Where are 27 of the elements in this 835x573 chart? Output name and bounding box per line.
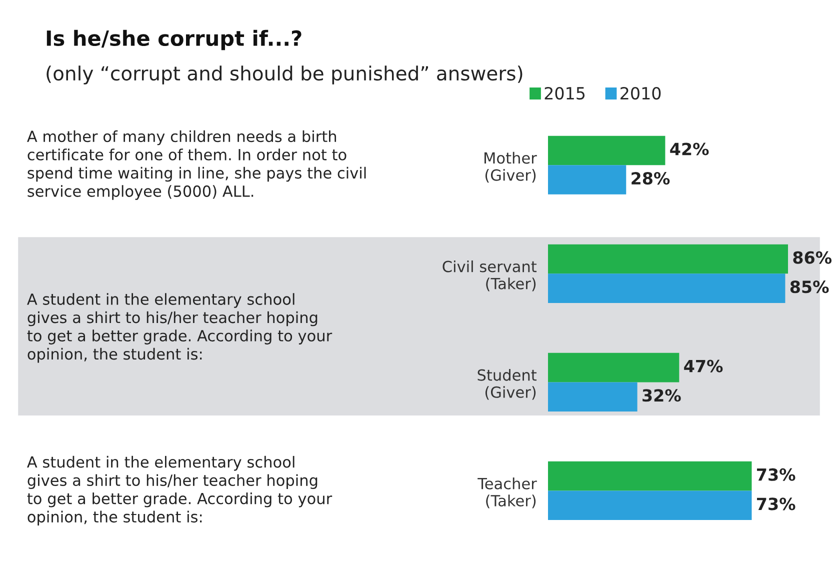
y-tick-label: Civil servant (Taker) bbox=[442, 260, 537, 292]
y-tick-label: Mother (Giver) bbox=[484, 152, 537, 183]
bar bbox=[548, 490, 752, 520]
data-label: 86% bbox=[793, 251, 832, 264]
legend-label: 2010 bbox=[620, 86, 661, 100]
bar bbox=[548, 136, 666, 166]
bar bbox=[548, 461, 752, 491]
text: A student in the elementary school gives a shirt to his/her teacher hoping to get a better grade. According to your opinion, the student is: bbox=[27, 293, 332, 363]
legend-label: 2015 bbox=[544, 86, 585, 100]
text: A student in the elementary school gives a shirt to his/her teacher hoping to get a better grade. According to your opinion, the student is: bbox=[27, 456, 332, 526]
text: A mother of many children needs a birth certificate for one of them. In order not to spend time waiting in line, she pays the civil service employee (5000) ALL. bbox=[27, 130, 366, 200]
data-label: 32% bbox=[642, 389, 681, 402]
bar bbox=[548, 165, 626, 194]
text: Is he/she corrupt if...? bbox=[46, 30, 302, 50]
bar bbox=[548, 244, 788, 274]
y-tick-label: Teacher (Taker) bbox=[478, 478, 537, 508]
data-label: 47% bbox=[684, 360, 723, 372]
data-label: 85% bbox=[790, 280, 829, 294]
text: (only “corrupt and should be punished” answers) bbox=[46, 66, 522, 84]
data-label: 73% bbox=[757, 468, 796, 481]
bar bbox=[548, 274, 786, 303]
bar bbox=[548, 382, 638, 412]
data-label: 42% bbox=[670, 142, 709, 156]
data-label: 73% bbox=[757, 498, 796, 510]
data-label: 28% bbox=[632, 172, 670, 185]
bar bbox=[548, 352, 680, 382]
y-tick-label: Student (Giver) bbox=[478, 369, 537, 400]
